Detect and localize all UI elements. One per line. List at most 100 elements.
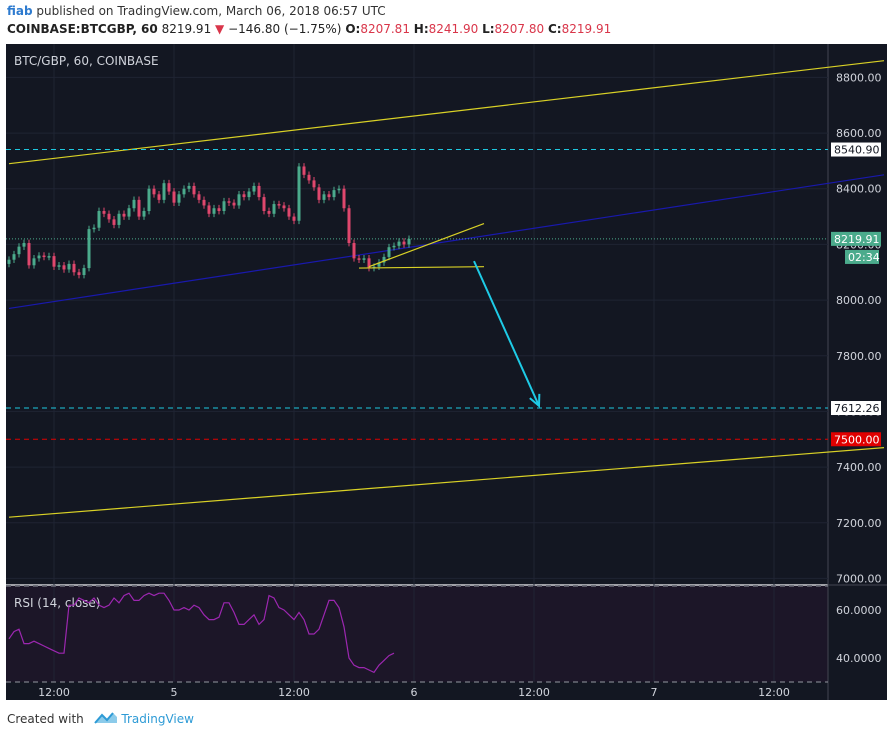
candle-body	[172, 191, 176, 203]
candle-body	[382, 256, 386, 263]
candle-body	[237, 194, 241, 206]
candle-body	[337, 188, 341, 191]
candle-body	[62, 265, 66, 270]
candle-body	[192, 185, 196, 195]
high-value: 8241.90	[428, 22, 479, 36]
candle-body	[142, 211, 146, 217]
candle-body	[242, 194, 246, 198]
published-text: published on TradingView.com, March 06, …	[32, 4, 386, 18]
candle-body	[17, 246, 21, 255]
candle-body	[97, 211, 101, 228]
symbol-timeframe: COINBASE:BTCGBP, 60	[7, 22, 158, 36]
candle-body	[117, 213, 121, 225]
candle-body	[292, 216, 296, 221]
candle-body	[177, 194, 181, 203]
candle-body	[207, 205, 211, 214]
candle-body	[202, 199, 206, 206]
y-tick-label: 7200.00	[836, 517, 882, 530]
candle-body	[82, 268, 86, 276]
y-tick-label: 7000.00	[836, 572, 882, 585]
candle-body	[187, 185, 191, 189]
target-arrow-head	[529, 393, 541, 408]
candle-body	[47, 256, 51, 258]
publish-info: fiab published on TradingView.com, March…	[7, 4, 386, 18]
price-axis	[828, 44, 887, 700]
rsi-pane	[6, 586, 828, 682]
x-tick-label: 6	[411, 686, 418, 699]
candle-body	[67, 263, 71, 270]
candle-body	[272, 204, 276, 214]
candle-body	[367, 258, 371, 269]
candle-body	[217, 208, 221, 212]
candle-body	[297, 166, 301, 221]
candle-body	[12, 254, 16, 260]
y-tick-label: 7400.00	[836, 461, 882, 474]
last-price-label-bg	[831, 231, 881, 246]
candle-body	[152, 188, 156, 195]
author-link[interactable]: fiab	[7, 4, 33, 18]
open-label: O:	[345, 22, 361, 36]
candle-body	[7, 259, 11, 264]
candle-timer-label: 02:34	[848, 251, 880, 264]
open-value: 8207.81	[360, 22, 410, 36]
channel-line-upper	[8, 60, 885, 165]
candle-body	[377, 262, 381, 267]
last-price-label: 8219.91	[834, 233, 880, 246]
candle-timer-label-bg	[845, 249, 879, 264]
candle-body	[327, 194, 331, 198]
x-tick-label: 5	[171, 686, 178, 699]
tradingview-logo-icon	[93, 712, 117, 724]
level-price-label: 8540.90	[834, 144, 880, 157]
candle-body	[42, 255, 46, 258]
candle-body	[72, 263, 76, 273]
candle-body	[167, 183, 171, 192]
candle-body	[32, 258, 36, 266]
wedge-line	[358, 266, 485, 269]
candle-body	[127, 208, 131, 217]
price-change: −146.80 (−1.75%)	[228, 22, 342, 36]
candle-body	[212, 208, 216, 214]
candle-body	[267, 211, 271, 214]
candle-body	[247, 191, 251, 198]
alert-price-label-bg	[831, 432, 881, 447]
x-tick-label: 12:00	[278, 686, 310, 699]
candle-body	[317, 187, 321, 200]
candle-body	[302, 166, 306, 175]
candle-body	[332, 190, 336, 198]
rsi-tick-label: 60.0000	[836, 604, 882, 617]
created-with-text: Created with	[7, 712, 84, 726]
candle-body	[262, 197, 266, 212]
candle-body	[162, 183, 166, 200]
candle-body	[37, 255, 41, 259]
candle-body	[357, 258, 361, 260]
y-tick-label: 8000.00	[836, 294, 882, 307]
candle-body	[307, 174, 311, 181]
candle-body	[287, 208, 291, 217]
candle-body	[147, 188, 151, 212]
candle-body	[407, 238, 411, 245]
low-value: 8207.80	[494, 22, 545, 36]
level-price-label-bg	[831, 401, 881, 416]
footer: Created with TradingView	[7, 711, 194, 726]
candle-body	[322, 194, 326, 200]
y-tick-label: 8800.00	[836, 71, 882, 84]
chart-title: BTC/GBP, 60, COINBASE	[14, 54, 159, 68]
candle-body	[102, 211, 106, 214]
candle-body	[122, 213, 126, 217]
candle-body	[77, 272, 81, 276]
candle-body	[132, 199, 136, 209]
x-tick-label: 7	[651, 686, 658, 699]
candle-body	[312, 180, 316, 188]
candle-body	[282, 205, 286, 209]
candle-body	[22, 243, 26, 247]
level-price-label: 7612.26	[834, 402, 880, 415]
wedge-line	[368, 222, 485, 268]
y-tick-label: 8600.00	[836, 127, 882, 140]
close-label: C:	[547, 22, 562, 36]
candle-body	[252, 185, 256, 192]
channel-line-lower	[8, 447, 885, 518]
close-value: 8219.91	[561, 22, 612, 36]
candle-body	[27, 243, 31, 266]
tradingview-link[interactable]: TradingView	[121, 712, 194, 726]
